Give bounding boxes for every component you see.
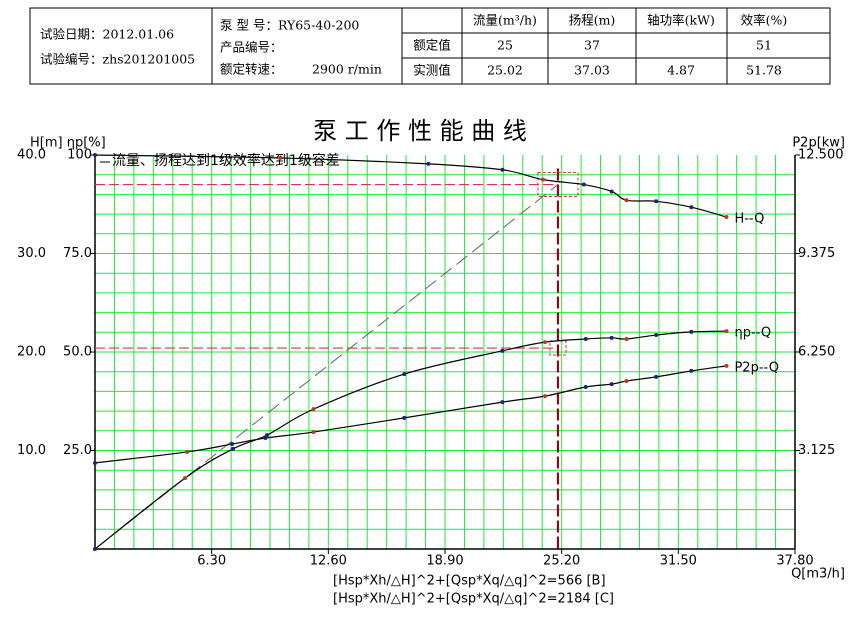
data-point [500, 400, 505, 405]
data-point [230, 442, 235, 447]
info-table [29, 7, 831, 85]
table-border [29, 7, 831, 85]
table-cell: 25 [497, 38, 513, 53]
chart-title: 泵 工 作 性 能 曲 线 [313, 117, 527, 145]
data-point [583, 384, 588, 389]
eta-tick-label: 50.0 [63, 345, 92, 360]
series-label: P2p--Q [734, 360, 778, 375]
y2-tick-label: 12.500 [798, 148, 844, 163]
curve [94, 365, 727, 464]
table-cell: 37.03 [574, 63, 610, 78]
speed-value: 2900 r/min [312, 62, 382, 77]
y-tick-label: 40.0 [17, 148, 46, 163]
table-cell: 51 [756, 38, 772, 53]
data-point [93, 460, 97, 465]
data-point [541, 177, 546, 182]
data-point [265, 433, 270, 438]
data-point [183, 476, 187, 481]
y2-tick-label: 6.250 [798, 345, 835, 360]
data-point [609, 335, 614, 340]
series-label: ηp--Q [734, 326, 771, 341]
table-header: 效率(%) [741, 13, 788, 28]
table-cell: 37 [584, 38, 600, 53]
data-point [689, 368, 694, 373]
data-point [609, 382, 614, 387]
test-number: 试验编号：zhs201201005 [40, 52, 195, 67]
x-tick-label: 12.60 [310, 554, 347, 569]
y2-tick-label: 3.125 [798, 443, 835, 458]
curve [94, 330, 727, 550]
data-point [426, 161, 431, 166]
data-point [724, 215, 729, 220]
table-header: 扬程(m) [569, 13, 616, 28]
x-tick-label: 37.80 [776, 554, 813, 569]
product-number: 产品编号： [220, 40, 283, 55]
eta-tick-label: 75.0 [63, 246, 92, 261]
data-point [689, 329, 694, 334]
formula: [Hsp*Xh/△H]^2+[Qsp*Xq/△q]^2=2184 [C] [333, 592, 614, 607]
system-line [94, 184, 559, 550]
annotation: 流量、扬程达到1级效率达到1级容差 [112, 152, 340, 169]
data-point [624, 336, 629, 341]
table-cell: 25.02 [487, 63, 523, 78]
y-tick-label: 20.0 [17, 345, 46, 360]
data-point [583, 336, 588, 341]
row-label: 额定值 [413, 38, 451, 53]
data-point [278, 155, 283, 160]
x-tick-label: 31.50 [660, 554, 697, 569]
data-point [263, 436, 268, 441]
tolerance-box [537, 172, 579, 198]
data-point [624, 378, 629, 383]
data-point [581, 182, 586, 187]
x-axis-label: Q[m3/h] [791, 567, 845, 582]
y-tick-label: 30.0 [17, 246, 46, 261]
data-point [185, 449, 190, 454]
data-point [402, 372, 407, 377]
x-tick-label: 6.30 [197, 554, 226, 569]
data-point [724, 363, 729, 368]
speed-label: 额定转速： [220, 62, 283, 77]
data-point [311, 407, 316, 412]
data-point [500, 167, 505, 172]
x-tick-label: 18.90 [426, 554, 463, 569]
data-point [543, 340, 547, 345]
data-point [689, 205, 694, 210]
data-point [543, 394, 547, 399]
series-label: H--Q [734, 212, 764, 227]
eta-tick-label: 25.0 [63, 443, 92, 458]
data-point [624, 198, 629, 203]
y2-tick-label: 9.375 [798, 246, 835, 261]
table-cell: 4.87 [667, 63, 695, 78]
data-point [654, 374, 659, 379]
eta-tick-label: 100 [67, 148, 92, 163]
data-point [93, 153, 97, 157]
test-date: 试验日期：2012.01.06 [40, 27, 174, 42]
data-point [311, 430, 316, 435]
table-cells: 流量(m³/h) 扬程(m) 轴功率(kW) 效率(%) 额定值 25 37 51 实测值 25.… [413, 13, 787, 78]
table-header: 轴功率(kW) [647, 13, 715, 28]
data-point [724, 329, 729, 334]
y-tick-label: 10.0 [17, 443, 46, 458]
data-point [230, 446, 235, 451]
data-point [93, 547, 97, 551]
formula: [Hsp*Xh/△H]^2+[Qsp*Xq/△q]^2=566 [B] [333, 574, 606, 589]
data-point [500, 348, 505, 353]
data-point [402, 415, 407, 420]
y-axis-label: H[m] ηp[%] [30, 136, 106, 151]
table-cell: 51.78 [746, 63, 782, 78]
data-point [654, 333, 659, 338]
data-point [609, 189, 614, 194]
y2-axis-label: P2p[kw] [792, 136, 845, 151]
data-point [654, 199, 659, 204]
row-label: 实测值 [413, 63, 451, 78]
table-header: 流量(m³/h) [473, 13, 537, 28]
pump-model: 泵 型 号：RY65-40-200 [220, 18, 359, 33]
chart: 6.30 12.60 18.90 25.20 31.50 37.80 10.0 20.0 30.… [17, 117, 845, 607]
x-tick-label: 25.20 [543, 554, 580, 569]
